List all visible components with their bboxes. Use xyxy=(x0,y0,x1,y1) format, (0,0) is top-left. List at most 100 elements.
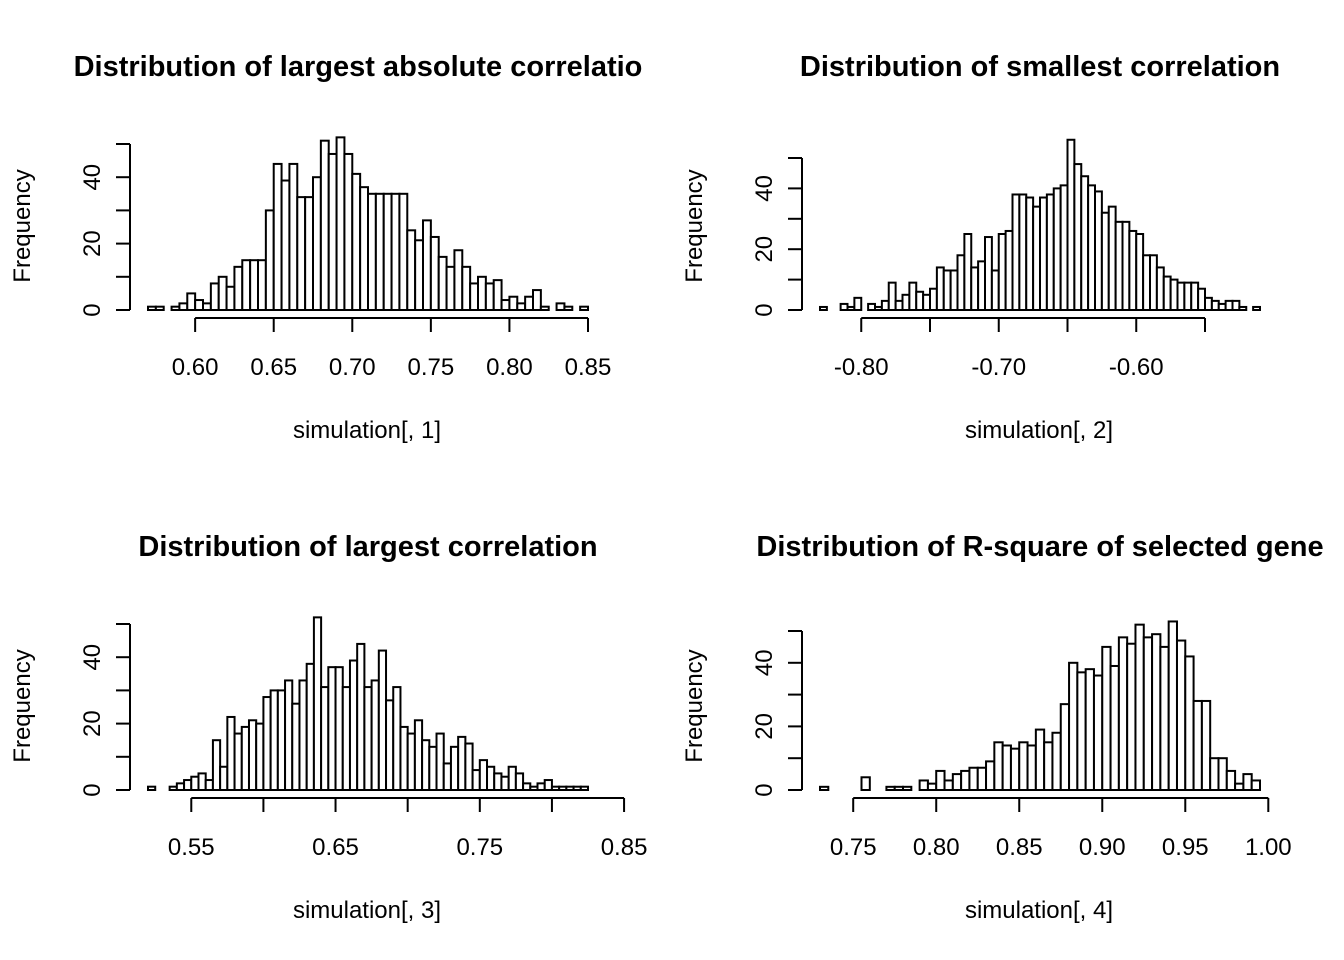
histogram-bar xyxy=(516,302,527,311)
histogram-bar xyxy=(1176,281,1186,312)
histogram-panel-2: Distribution of smallest correlation -0.8… xyxy=(681,51,1280,444)
histogram-bar xyxy=(1087,184,1096,311)
histogram-bar xyxy=(1209,757,1220,792)
histogram-bar xyxy=(943,779,954,792)
histogram-bar xyxy=(1004,229,1014,312)
histogram-bar xyxy=(429,235,440,312)
histogram-bar xyxy=(291,702,301,791)
histogram-bar xyxy=(1101,645,1112,792)
histogram-bar xyxy=(976,766,988,791)
histogram-bar xyxy=(269,689,279,792)
y-tick-label: 20 xyxy=(751,236,778,263)
histogram-bar xyxy=(860,776,871,792)
x-tick-label: 0.60 xyxy=(172,354,219,381)
histogram-bar xyxy=(550,785,561,791)
histogram-bar xyxy=(565,785,575,791)
histogram-bar xyxy=(255,722,265,791)
histogram-bar xyxy=(507,765,517,792)
histogram-bar xyxy=(901,293,911,311)
histogram-bar xyxy=(435,732,445,791)
histogram-bar xyxy=(1217,302,1227,312)
histogram-bar xyxy=(262,696,272,791)
histogram-bar xyxy=(356,642,366,791)
histogram-bar xyxy=(484,282,495,312)
histogram-bar xyxy=(885,785,896,792)
histogram-bar xyxy=(233,732,243,791)
x-tick-label: 0.75 xyxy=(407,354,454,381)
histogram-bar xyxy=(846,305,856,311)
histogram-bar xyxy=(437,255,448,312)
histogram-bar xyxy=(990,269,1000,312)
histogram-bar xyxy=(334,666,344,791)
histogram-panel-4: Distribution of R-square of selected gen… xyxy=(681,531,1324,924)
histogram-bar xyxy=(209,282,220,312)
histogram-bar xyxy=(1011,193,1021,311)
histogram-bar xyxy=(194,299,204,312)
histogram-bar xyxy=(1073,163,1083,311)
histogram-bar xyxy=(406,229,417,312)
x-tick-label: 1.00 xyxy=(1245,834,1292,861)
histogram-bar xyxy=(197,772,207,792)
x-tick-label: 0.80 xyxy=(913,834,960,861)
histogram-bar xyxy=(1109,664,1120,791)
x-tick-label: 0.85 xyxy=(565,354,612,381)
histogram-bar xyxy=(374,192,385,311)
histogram-bar xyxy=(1107,205,1117,311)
histogram-bar xyxy=(1025,196,1035,312)
histogram-bar xyxy=(367,192,377,311)
histogram-bar xyxy=(1121,220,1131,311)
x-axis-label: simulation[, 1] xyxy=(293,417,441,444)
histogram-bar xyxy=(935,266,945,312)
histogram-bar xyxy=(225,285,236,312)
histogram-bar xyxy=(555,302,566,311)
histogram-bar xyxy=(280,179,291,311)
histogram-bar xyxy=(951,773,963,791)
histogram-bar xyxy=(1159,645,1170,792)
histogram-bar xyxy=(524,295,535,312)
histogram-bar xyxy=(929,287,938,312)
histogram-bar xyxy=(445,265,456,311)
histogram-bar xyxy=(1114,220,1124,311)
histogram-bar xyxy=(1169,278,1179,312)
histogram-bar xyxy=(219,765,229,792)
histogram-bar xyxy=(486,765,496,792)
histogram-bar xyxy=(536,782,546,791)
histogram-bar xyxy=(377,649,388,791)
x-tick-label: 0.70 xyxy=(329,354,376,381)
histogram-bar xyxy=(233,265,244,311)
histogram-bar xyxy=(183,779,193,791)
histogram-bar xyxy=(327,666,337,791)
histogram-bar xyxy=(894,299,904,312)
histogram-bar xyxy=(478,759,489,791)
histogram-bar xyxy=(147,305,157,311)
x-axis-label: simulation[, 2] xyxy=(965,417,1113,444)
histogram-panel-1: Distribution of largest absolute correla… xyxy=(9,51,642,444)
histogram-bar xyxy=(508,295,519,312)
histogram-bar xyxy=(320,686,330,792)
histogram-bar xyxy=(1018,741,1029,791)
histogram-bar xyxy=(970,266,980,312)
histogram-bar xyxy=(178,302,189,311)
histogram-bar xyxy=(1238,305,1248,311)
chart-title: Distribution of R-square of selected gen… xyxy=(756,531,1323,563)
histogram-bar xyxy=(1051,731,1062,792)
histogram-bar xyxy=(341,686,351,792)
histogram-bar xyxy=(977,260,986,311)
histogram-bar xyxy=(984,236,993,311)
histogram-bar xyxy=(500,775,510,791)
x-tick-label: 0.75 xyxy=(830,834,877,861)
histogram-bar xyxy=(1183,281,1193,312)
histogram-bar xyxy=(1135,233,1145,311)
x-tick-label: 0.75 xyxy=(456,834,503,861)
histogram-bar xyxy=(1192,699,1203,792)
x-tick-label: 0.95 xyxy=(1162,834,1209,861)
histogram-bar xyxy=(457,735,467,792)
histogram-bar xyxy=(1034,728,1046,792)
histogram-bar xyxy=(867,302,876,312)
histogram-bar xyxy=(240,725,250,791)
x-tick-label: 0.80 xyxy=(486,354,533,381)
histogram-bar xyxy=(204,779,214,791)
histogram-bar xyxy=(305,662,315,792)
histogram-bar xyxy=(1204,296,1213,311)
histogram-bar xyxy=(1184,655,1195,791)
